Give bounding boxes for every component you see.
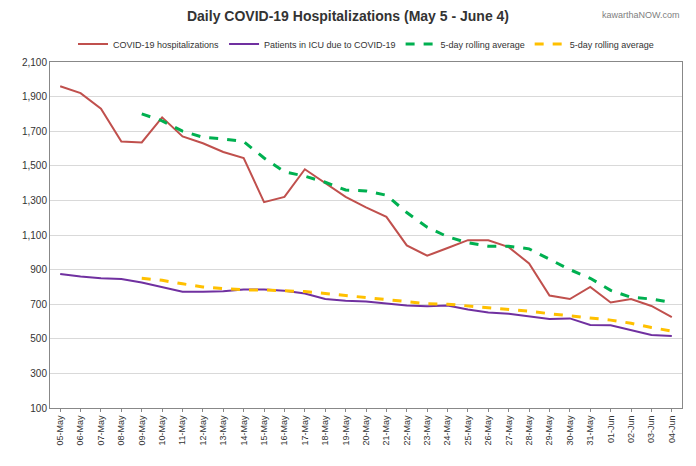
svg-text:09-May: 09-May <box>137 415 147 446</box>
svg-text:05-May: 05-May <box>55 415 65 446</box>
svg-text:03-Jun: 03-Jun <box>646 416 656 444</box>
svg-text:1,300: 1,300 <box>22 195 47 206</box>
svg-text:Daily COVID-19 Hospitalization: Daily COVID-19 Hospitalizations (May 5 -… <box>187 8 509 24</box>
svg-text:17-May: 17-May <box>300 415 310 446</box>
svg-text:01-Jun: 01-Jun <box>606 416 616 444</box>
svg-text:06-May: 06-May <box>76 415 86 446</box>
svg-text:19-May: 19-May <box>341 415 351 446</box>
svg-text:08-May: 08-May <box>116 415 126 446</box>
svg-text:1,900: 1,900 <box>22 91 47 102</box>
svg-text:5-day rolling average: 5-day rolling average <box>441 40 525 50</box>
svg-text:2,100: 2,100 <box>22 57 47 68</box>
svg-text:700: 700 <box>30 299 47 310</box>
svg-text:18-May: 18-May <box>320 415 330 446</box>
svg-text:30-May: 30-May <box>565 415 575 446</box>
svg-text:1,100: 1,100 <box>22 230 47 241</box>
svg-text:26-May: 26-May <box>483 415 493 446</box>
svg-text:1,500: 1,500 <box>22 160 47 171</box>
svg-text:Patients in ICU due to COVID-1: Patients in ICU due to COVID-19 <box>264 40 396 50</box>
svg-text:23-May: 23-May <box>422 415 432 446</box>
svg-text:500: 500 <box>30 333 47 344</box>
svg-text:10-May: 10-May <box>157 415 167 446</box>
svg-text:29-May: 29-May <box>544 415 554 446</box>
svg-text:15-May: 15-May <box>259 415 269 446</box>
svg-text:16-May: 16-May <box>279 415 289 446</box>
svg-text:22-May: 22-May <box>402 415 412 446</box>
svg-text:300: 300 <box>30 368 47 379</box>
svg-text:07-May: 07-May <box>96 415 106 446</box>
svg-text:31-May: 31-May <box>585 415 595 446</box>
svg-text:900: 900 <box>30 264 47 275</box>
svg-text:100: 100 <box>30 403 47 414</box>
svg-text:24-May: 24-May <box>442 415 452 446</box>
svg-text:1,700: 1,700 <box>22 126 47 137</box>
svg-text:25-May: 25-May <box>463 415 473 446</box>
svg-text:11-May: 11-May <box>177 415 187 445</box>
svg-text:COVID-19 hospitalizations: COVID-19 hospitalizations <box>113 40 219 50</box>
svg-text:14-May: 14-May <box>239 415 249 446</box>
svg-text:02-Jun: 02-Jun <box>626 416 636 444</box>
svg-text:5-day rolling average: 5-day rolling average <box>570 40 654 50</box>
svg-text:28-May: 28-May <box>524 415 534 446</box>
svg-text:20-May: 20-May <box>361 415 371 446</box>
svg-text:04-Jun: 04-Jun <box>667 416 677 444</box>
svg-text:12-May: 12-May <box>198 415 208 446</box>
svg-text:kawarthaNOW.com: kawarthaNOW.com <box>602 10 680 20</box>
svg-text:13-May: 13-May <box>218 415 228 446</box>
svg-text:27-May: 27-May <box>504 415 514 446</box>
svg-text:21-May: 21-May <box>381 415 391 446</box>
